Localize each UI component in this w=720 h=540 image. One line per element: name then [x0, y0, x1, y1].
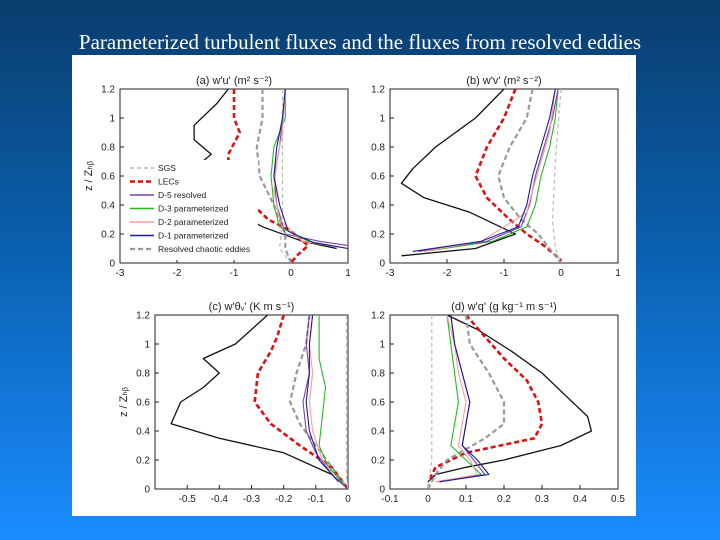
x-tick-label: 0.3	[535, 494, 549, 505]
series-line-d3	[435, 315, 482, 483]
chart-title: (b) w'v' (m² s⁻²)	[466, 75, 541, 87]
series-line-resolved_chaotic	[497, 89, 562, 263]
y-tick-label: 0.6	[371, 172, 385, 183]
series-line-d2	[435, 315, 478, 483]
chart-title: (c) w'θᵥ' (K m s⁻¹)	[209, 301, 295, 313]
y-tick-label: 1	[379, 114, 385, 125]
y-tick-label: 1.2	[101, 85, 115, 96]
x-tick-label: 0.4	[573, 494, 587, 505]
y-tick-label: 1	[109, 114, 115, 125]
y-axis-label: z / Zₕᵦ	[118, 386, 130, 417]
y-tick-label: 0	[379, 259, 385, 270]
x-tick-label: -0.4	[211, 494, 229, 505]
x-tick-label: -1	[230, 268, 239, 279]
legend-label-resolved_chaotic: Resolved chaotic eddies	[158, 244, 250, 254]
y-tick-label: 0.6	[101, 172, 115, 183]
series-line-d5	[418, 89, 559, 252]
y-axis-label: z / Zₕᵦ	[83, 160, 95, 191]
series-line-lecs	[474, 89, 562, 262]
y-tick-label: 0.2	[371, 230, 385, 241]
x-tick-label: 0	[425, 494, 431, 505]
legend-background	[126, 160, 258, 260]
series-line-d3	[318, 315, 343, 483]
series-line-d1	[439, 315, 490, 483]
series-line-d2	[273, 89, 348, 250]
chart-panel-2: -3 -2 -1 0 1 0 0.2 0.4 0.6 0.8 1 1.2 (b) w'v' (m² s⁻…	[371, 75, 621, 279]
y-tick-label: 0.8	[371, 143, 385, 154]
x-tick-label: 1	[345, 268, 351, 279]
y-tick-label: 0.8	[101, 143, 115, 154]
x-tick-label: -3	[116, 268, 125, 279]
y-tick-label: 0.4	[136, 427, 150, 438]
series-line-d1	[412, 89, 556, 252]
legend-label-sgs: SGS	[158, 163, 176, 173]
x-tick-label: -0.1	[381, 494, 399, 505]
y-tick-label: 0.4	[371, 201, 385, 212]
y-tick-label: 1	[379, 340, 385, 351]
series-line-resolved_chaotic	[427, 315, 506, 489]
legend-label-lecs: LECs	[158, 177, 179, 187]
series-line-sgs	[345, 315, 348, 489]
y-tick-label: 1.2	[371, 311, 385, 322]
x-tick-label: -0.3	[243, 494, 261, 505]
x-tick-label: 1	[615, 268, 621, 279]
series-line-resolved_chaotic	[255, 89, 293, 263]
x-tick-label: -2	[173, 268, 182, 279]
y-tick-label: 0.4	[101, 201, 115, 212]
y-tick-label: 0.8	[371, 369, 385, 380]
x-tick-label: -2	[443, 268, 452, 279]
y-tick-label: 0	[109, 259, 115, 270]
series-line-black	[170, 315, 348, 489]
chart-panel-4: -0.1 0 0.1 0.2 0.3 0.4 0.500.20.40.60.811.2(d)…	[371, 301, 625, 505]
legend: SGS LECs D-5 resolved D-3 parameterized D-2 …	[126, 160, 258, 260]
series-line-black	[400, 89, 517, 257]
x-tick-label: -1	[500, 268, 509, 279]
x-tick-label: 0.5	[611, 494, 625, 505]
series-line-lecs	[426, 315, 544, 483]
y-tick-label: 1	[144, 340, 150, 351]
y-tick-label: 0.8	[136, 369, 150, 380]
y-tick-label: 0.6	[136, 398, 150, 409]
flux-profiles-figure: -3 -2 -1 0 1 0 0.2 0.4 0.6 0.8 1 1.2 (a) w'u' (m² s⁻…	[83, 75, 625, 505]
y-tick-label: 0.2	[371, 456, 385, 467]
legend-label-d1: D-1 parameterized	[158, 231, 229, 241]
series-line-d3	[424, 89, 559, 252]
x-tick-label: -0.1	[307, 494, 325, 505]
x-tick-label: -0.2	[275, 494, 293, 505]
figure-panel: -3 -2 -1 0 1 0 0.2 0.4 0.6 0.8 1 1.2 (a) w'u' (m² s⁻…	[72, 55, 636, 516]
x-tick-label: -0.5	[179, 494, 197, 505]
x-tick-label: 0	[558, 268, 564, 279]
y-tick-label: 0.2	[101, 230, 115, 241]
legend-label-d2: D-2 parameterized	[158, 217, 229, 227]
chart-title: (d) w'q' (g kg⁻¹ m s⁻¹)	[451, 301, 557, 313]
chart-title: (a) w'u' (m² s⁻²)	[196, 75, 272, 87]
series-line-d1	[305, 315, 339, 483]
series-line-lecs	[227, 89, 310, 263]
legend-label-d5: D-5 resolved	[158, 190, 206, 200]
series-line-d2	[424, 89, 556, 252]
legend-label-d3: D-3 parameterized	[158, 204, 229, 214]
slide-title: Parameterized turbulent fluxes and the f…	[78, 30, 642, 54]
x-tick-label: 0.2	[497, 494, 511, 505]
y-tick-label: 0.2	[136, 456, 150, 467]
x-tick-label: 0.1	[459, 494, 473, 505]
y-tick-label: 0	[144, 485, 150, 496]
series-line-lecs	[253, 315, 348, 489]
x-tick-label: 0	[288, 268, 294, 279]
x-tick-label: -3	[386, 268, 395, 279]
series-line-d1	[273, 89, 348, 250]
series-line-black	[427, 315, 593, 483]
chart-panel-1: -3 -2 -1 0 1 0 0.2 0.4 0.6 0.8 1 1.2 (a) w'u' (m² s⁻…	[83, 75, 351, 279]
y-tick-label: 1.2	[371, 85, 385, 96]
x-tick-label: 0	[345, 494, 351, 505]
y-tick-label: 0	[379, 485, 385, 496]
series-line-sgs	[427, 315, 433, 489]
series-line-sgs	[551, 89, 562, 263]
y-tick-label: 1.2	[136, 311, 150, 322]
series-line-resolved_chaotic	[289, 315, 348, 489]
y-tick-label: 0.6	[371, 398, 385, 409]
chart-panel-3: -0.5 -0.4 -0.3 -0.2 -0.1 0 0 0.2 0.4 0.6 0.8 1 1.2 (c…	[118, 301, 351, 505]
y-tick-label: 0.4	[371, 427, 385, 438]
